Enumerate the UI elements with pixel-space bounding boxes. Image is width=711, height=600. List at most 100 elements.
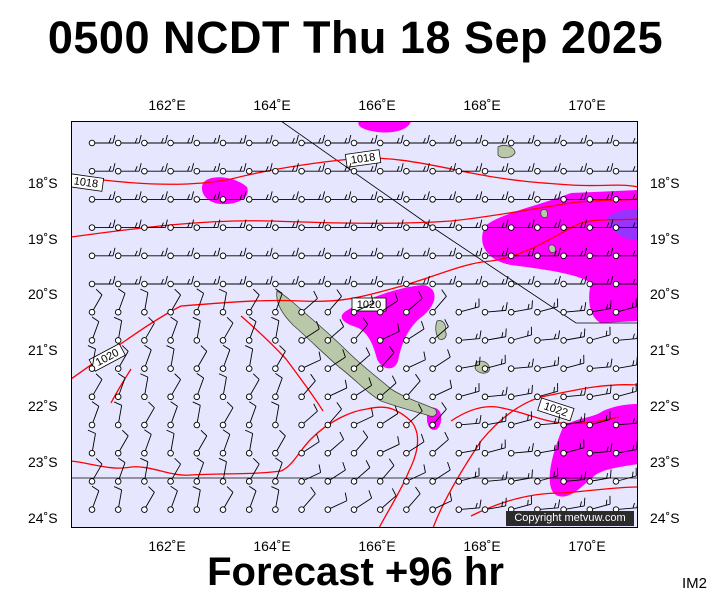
wind-barb (560, 413, 586, 429)
ouvea-island (435, 320, 447, 340)
wind-barb (455, 163, 483, 175)
wind-barb (219, 486, 234, 513)
longitude-label-bottom-3: 168˚E (463, 538, 501, 554)
wind-barb (481, 471, 508, 485)
wind-barb (560, 302, 587, 316)
wind-barb (507, 163, 535, 175)
wind-barb (586, 191, 614, 203)
wind-barb (167, 316, 178, 344)
wind-barb (244, 429, 254, 457)
wind-barb (193, 457, 205, 485)
wind-barb (298, 247, 326, 260)
wind-barb (376, 219, 404, 231)
wind-barb (114, 163, 142, 175)
wind-barb (376, 191, 404, 203)
wind-barb (114, 247, 142, 260)
wind-barb (429, 219, 457, 231)
wind-barb (534, 219, 561, 231)
wind-barb (298, 321, 320, 344)
longitude-label-top-2: 166˚E (358, 97, 396, 113)
latitude-label-right-3: 21˚S (650, 342, 680, 359)
wind-barb (272, 345, 286, 372)
wind-barb (140, 288, 149, 316)
wind-barb (350, 407, 374, 429)
wind-barb (376, 345, 395, 372)
wind-barb (403, 351, 426, 372)
wind-barb (534, 330, 561, 344)
wind-barb (350, 275, 378, 288)
wind-barb (560, 219, 588, 231)
wind-barb (141, 486, 155, 513)
wind-barb (455, 467, 480, 485)
wind-barb (219, 317, 234, 344)
wind-barb (586, 134, 614, 147)
wind-barb (272, 429, 286, 457)
wind-barb (88, 219, 116, 231)
wind-barb (455, 499, 482, 513)
wind-barb (272, 275, 299, 288)
isobar-line-4 (110, 368, 132, 404)
wind-barb (350, 317, 369, 344)
isobar-line-2 (71, 198, 638, 238)
wind-barb (534, 191, 561, 203)
isobar-line-6 (432, 384, 638, 528)
wind-barb (350, 191, 378, 203)
copyright-badge: Copyright metvuw.com (506, 511, 634, 526)
wind-barb (298, 486, 316, 513)
wind-barb (481, 354, 506, 372)
map-frame (71, 121, 638, 528)
wind-barb (88, 191, 116, 203)
wind-barb (560, 471, 587, 485)
wind-barb (586, 469, 612, 485)
wind-barb (88, 485, 100, 513)
wind-barb (429, 191, 457, 203)
wind-barb (167, 401, 178, 429)
wind-barb (350, 490, 373, 513)
wind-barb (88, 134, 116, 147)
wind-barb (560, 247, 588, 260)
wind-barb (298, 464, 322, 485)
wind-barb (534, 247, 561, 260)
wind-barb (586, 300, 612, 316)
longitude-label-top-3: 168˚E (463, 97, 501, 113)
wind-barb (114, 219, 142, 231)
wind-barb (429, 319, 449, 344)
wind-barb (245, 288, 260, 316)
wind-barb (245, 219, 273, 231)
wind-barb (507, 358, 534, 372)
wind-barb (507, 384, 533, 401)
wind-barb (429, 492, 453, 513)
latitude-label-right-2: 20˚S (650, 286, 680, 303)
isobar-label-text-2: 1018 (73, 175, 99, 190)
wind-barb (507, 326, 532, 344)
wind-barb (219, 247, 247, 260)
wind-barb (88, 163, 116, 175)
wind-barb (560, 191, 588, 203)
wind-barb (324, 247, 352, 260)
rain-area-west (201, 177, 248, 205)
wind-barb (219, 163, 247, 175)
wind-barb (324, 462, 346, 485)
wind-barb (481, 439, 506, 457)
wind-barb (455, 441, 481, 457)
wind-barb (481, 219, 509, 231)
wind-barb (324, 134, 352, 147)
latitude-label-right-0: 18˚S (650, 174, 680, 191)
wind-barb (324, 163, 352, 175)
wind-barb (272, 219, 299, 231)
wind-barb (245, 275, 273, 288)
wind-barb (507, 443, 534, 457)
wind-barb (429, 275, 457, 288)
latitude-label-left-0: 18˚S (28, 174, 58, 191)
wind-barb (350, 163, 378, 175)
wind-barb (586, 326, 611, 344)
wind-barb (534, 414, 561, 429)
wind-barb (324, 191, 352, 203)
wind-barb (141, 247, 168, 260)
wind-barb (455, 275, 483, 288)
wind-barb (140, 457, 149, 485)
wind-barb (560, 439, 585, 457)
wind-barb (534, 298, 559, 316)
wind-barb (403, 290, 423, 316)
wind-barb (481, 386, 508, 401)
